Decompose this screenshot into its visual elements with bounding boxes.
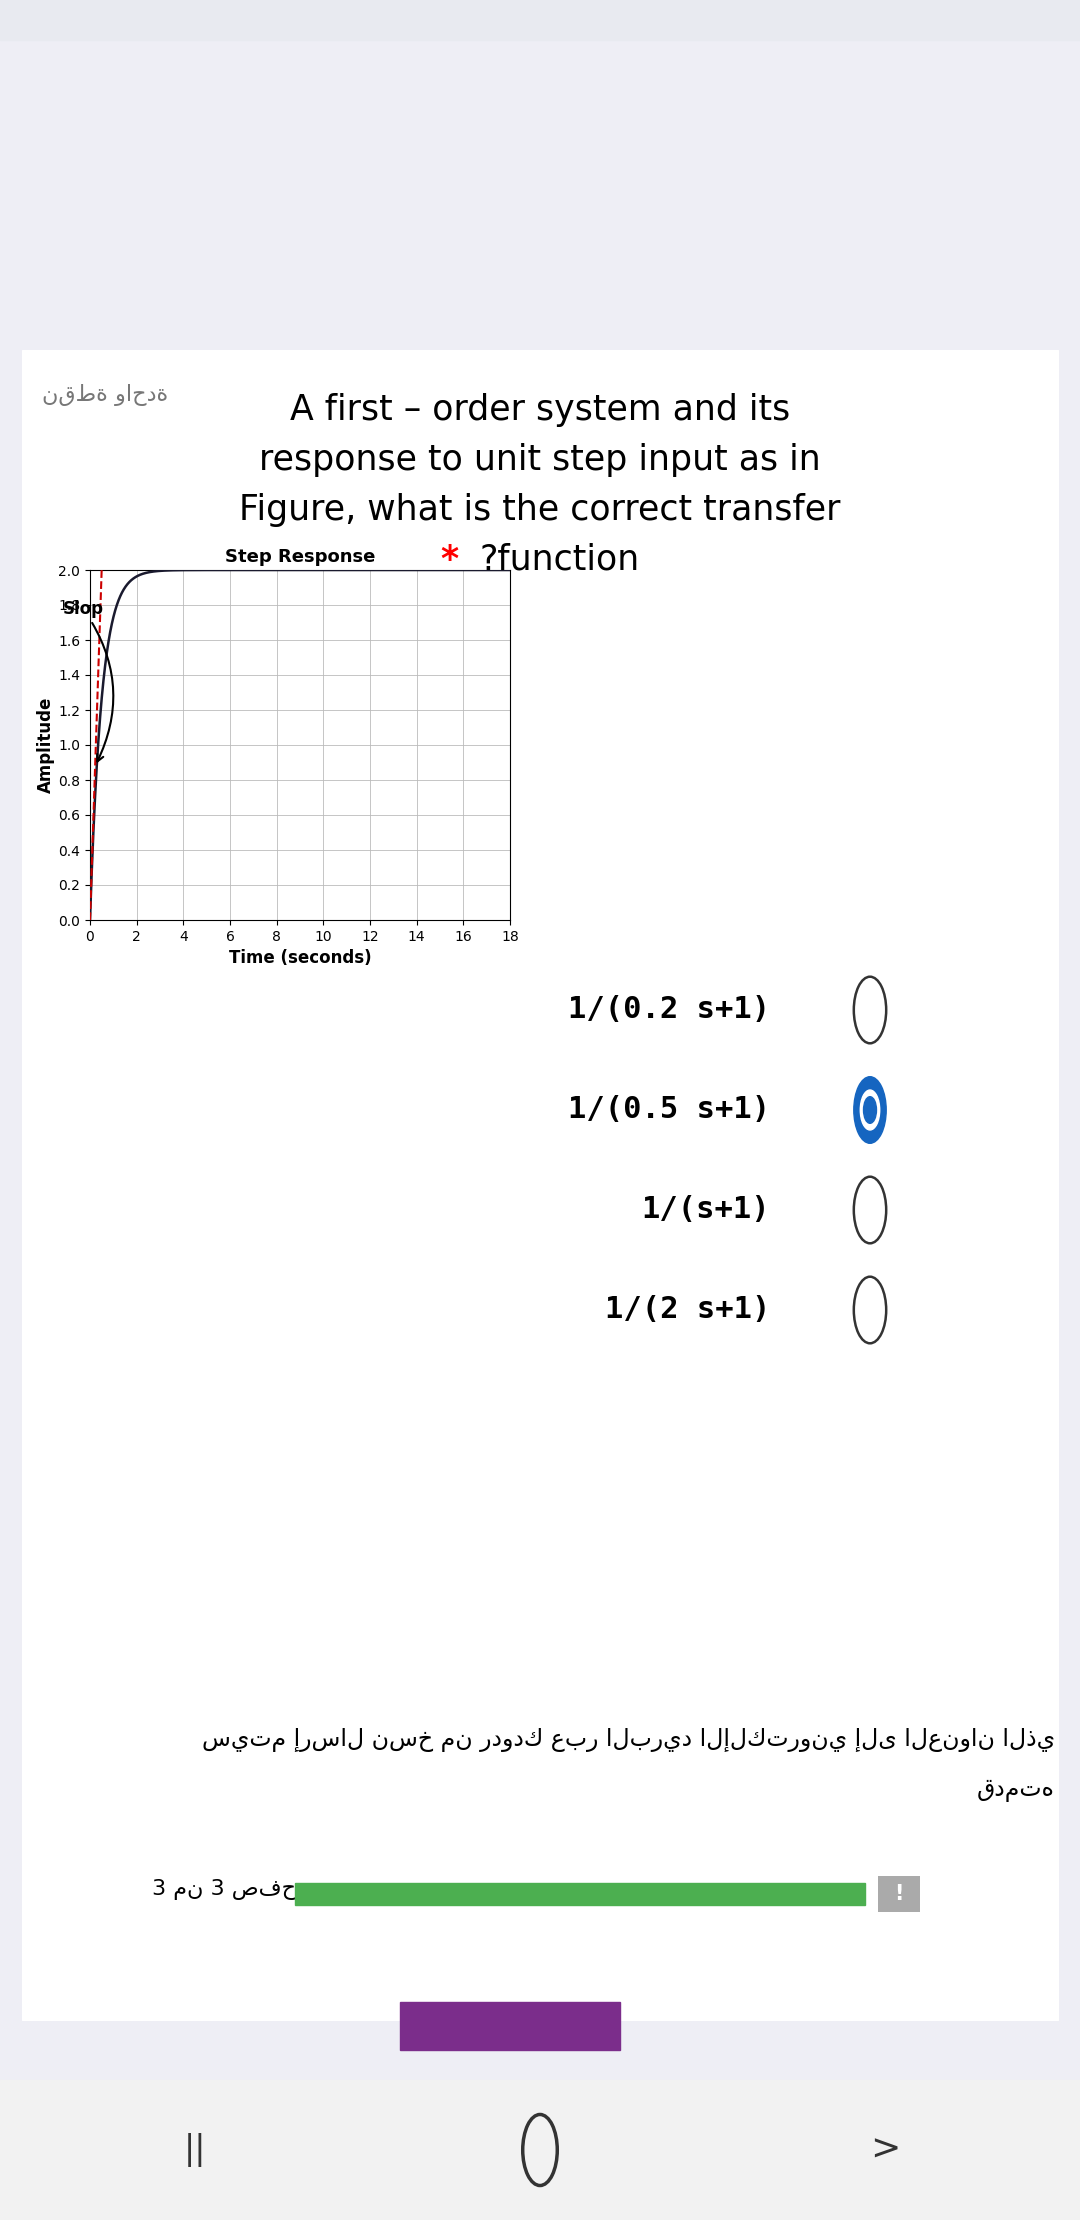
- Text: 3 من 3 صفحة: 3 من 3 صفحة: [152, 1880, 308, 1900]
- Bar: [0, 0, 1080, 40]
- X-axis label: Time (seconds): Time (seconds): [229, 950, 372, 968]
- Text: ?function: ?function: [480, 544, 640, 577]
- Text: قدمته: قدمته: [977, 1778, 1055, 1803]
- Text: 1/(s+1): 1/(s+1): [642, 1197, 770, 1225]
- Text: ||: ||: [184, 2133, 206, 2167]
- Text: 1/(2 s+1): 1/(2 s+1): [605, 1296, 770, 1325]
- Text: *: *: [440, 544, 458, 577]
- Text: response to unit step input as in: response to unit step input as in: [259, 444, 821, 477]
- Bar: [878, 1876, 920, 1911]
- Text: !: !: [894, 1885, 904, 1905]
- Bar: [0, 2080, 1080, 2220]
- Bar: [400, 2002, 620, 2049]
- Text: سيتم إرسال نسخ من ردودك عبر البريد الإلكتروني إلى العنوان الذي: سيتم إرسال نسخ من ردودك عبر البريد الإلك…: [202, 1727, 1055, 1752]
- Bar: [295, 1883, 865, 1905]
- Text: Slop: Slop: [63, 599, 113, 761]
- Text: نقطة واحدة: نقطة واحدة: [42, 384, 168, 406]
- Text: >: >: [869, 2133, 901, 2167]
- Y-axis label: Amplitude: Amplitude: [38, 697, 55, 793]
- Bar: [22, 351, 1058, 2020]
- Text: Figure, what is the correct transfer: Figure, what is the correct transfer: [240, 493, 840, 526]
- Title: Step Response: Step Response: [225, 548, 375, 566]
- Text: 1/(0.2 s+1): 1/(0.2 s+1): [568, 995, 770, 1023]
- Text: A first – order system and its: A first – order system and its: [289, 393, 791, 426]
- Text: 1/(0.5 s+1): 1/(0.5 s+1): [568, 1094, 770, 1126]
